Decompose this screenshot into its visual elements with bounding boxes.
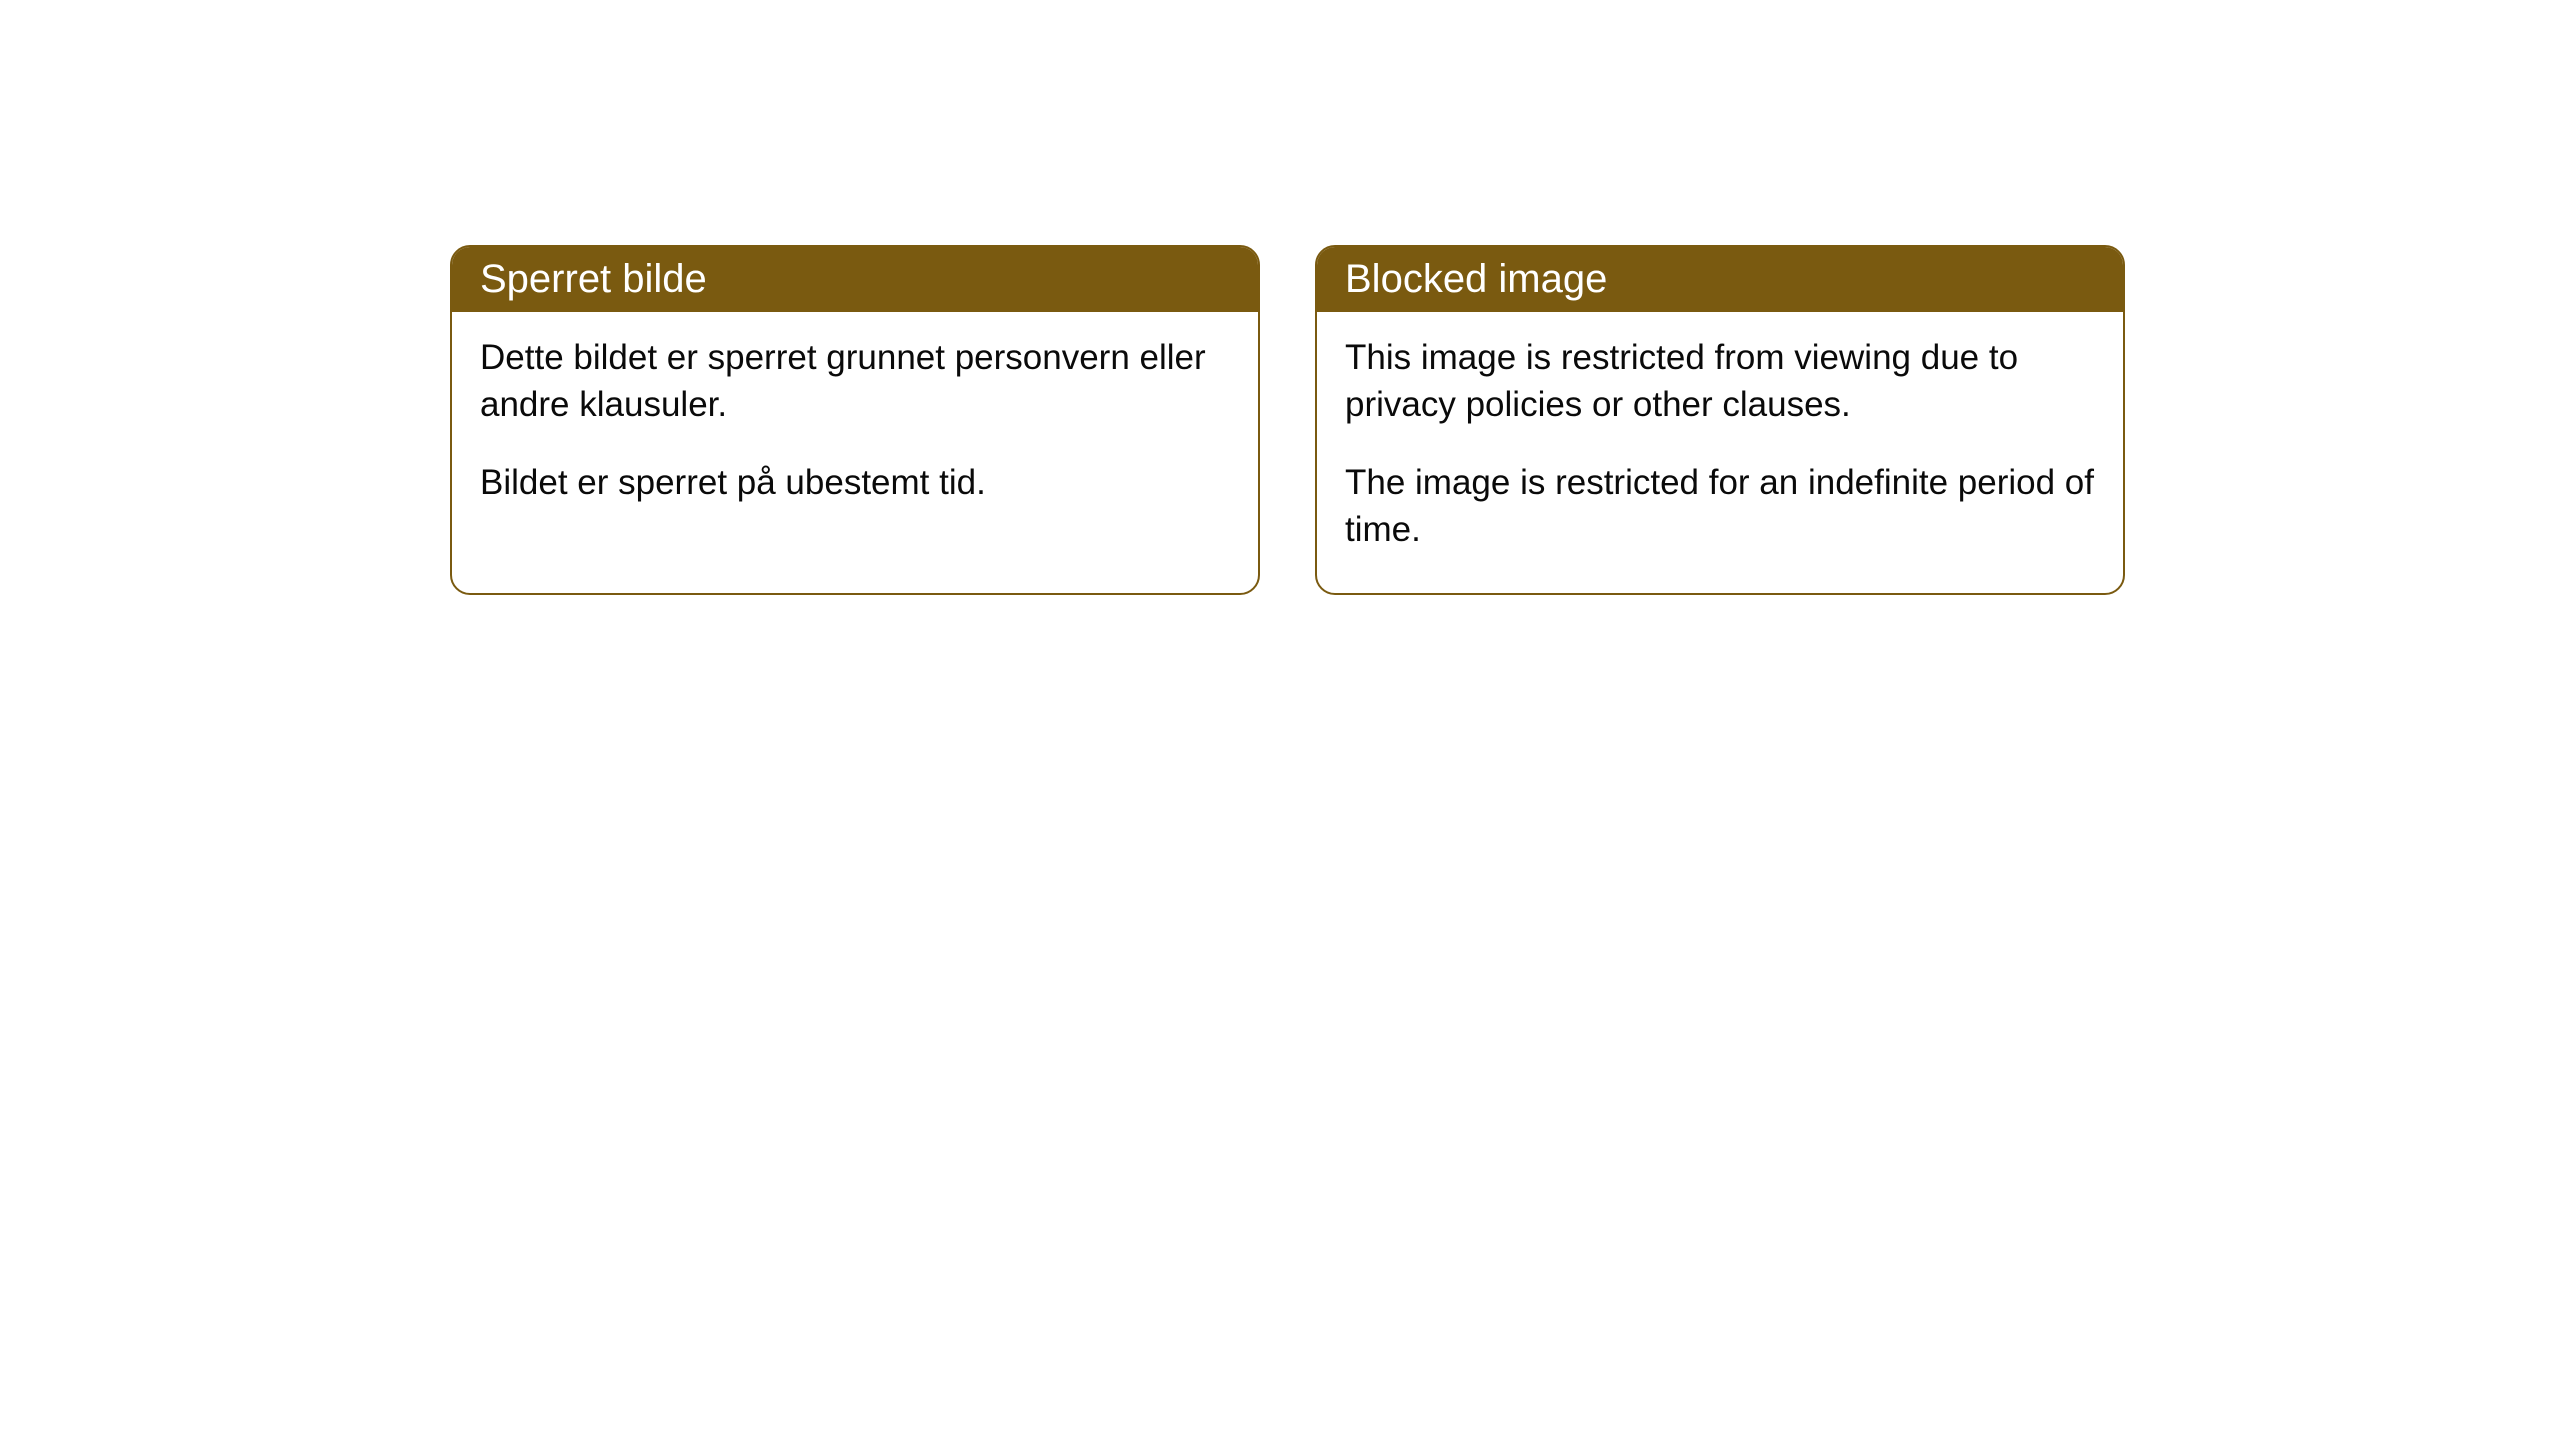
card-title: Blocked image [1345, 257, 1607, 301]
card-body: This image is restricted from viewing du… [1317, 312, 2123, 593]
card-header: Sperret bilde [452, 247, 1258, 312]
card-header: Blocked image [1317, 247, 2123, 312]
notice-card-english: Blocked image This image is restricted f… [1315, 245, 2125, 595]
notice-cards-container: Sperret bilde Dette bildet er sperret gr… [450, 245, 2125, 595]
notice-card-norwegian: Sperret bilde Dette bildet er sperret gr… [450, 245, 1260, 595]
card-body: Dette bildet er sperret grunnet personve… [452, 312, 1258, 546]
card-title: Sperret bilde [480, 257, 707, 301]
card-paragraph: Bildet er sperret på ubestemt tid. [480, 459, 1230, 506]
card-paragraph: Dette bildet er sperret grunnet personve… [480, 334, 1230, 429]
card-paragraph: This image is restricted from viewing du… [1345, 334, 2095, 429]
card-paragraph: The image is restricted for an indefinit… [1345, 459, 2095, 554]
